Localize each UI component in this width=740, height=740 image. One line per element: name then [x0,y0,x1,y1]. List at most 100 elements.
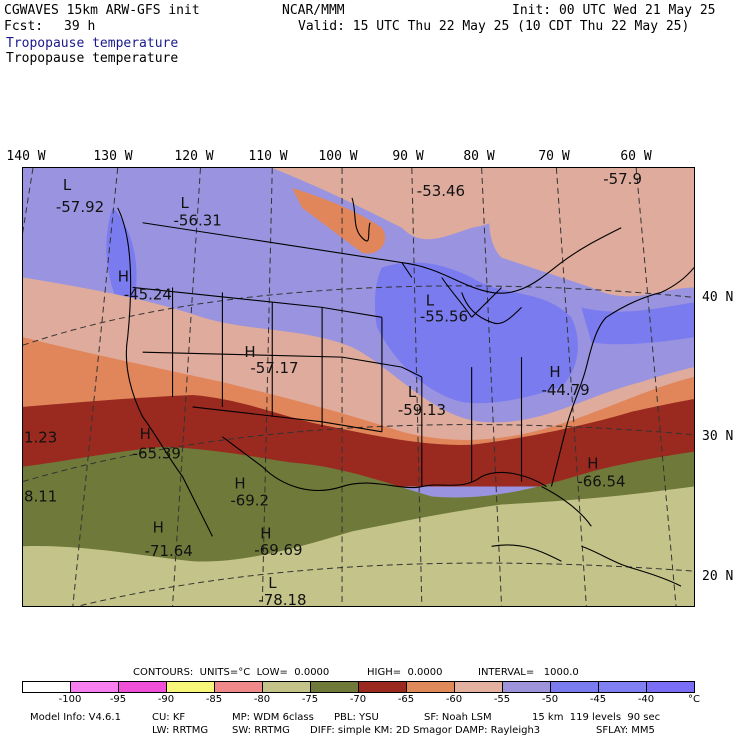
lon-label: 120 W [174,149,214,164]
init-time: Init: 00 UTC Wed 21 May 25 [512,3,716,18]
grid-info: 15 km 119 levels 90 sec [532,712,661,723]
lon-label: 110 W [248,149,288,164]
colorbar-tick: -45 [589,694,607,705]
colorbar-tick: -85 [205,694,223,705]
map-value: -71.64 [145,542,193,560]
lon-label: 140 W [6,149,46,164]
map-marker: H [118,267,129,285]
diff-damp-info: DIFF: simple KM: 2D Smagor DAMP: Rayleig… [310,725,541,736]
colorbar-swatch [598,682,646,692]
colorbar-tick: -100 [58,694,82,705]
map-value: -57.9 [603,170,642,188]
map-marker: H [549,363,560,381]
band-blue-northwest [106,207,137,310]
lat-label: 30 N [702,429,734,444]
colorbar-tick: -60 [445,694,463,705]
band-blue-east [581,302,694,345]
map-marker: L [426,291,435,309]
sflay-scheme: SFLAY: MM5 [596,725,655,736]
map-value: -55.56 [420,307,468,325]
colorbar-swatch [70,682,118,692]
lon-label: 90 W [392,149,424,164]
map-value: -45.24 [124,285,172,303]
model-info: Model Info: V4.6.1 [30,712,121,723]
sw-scheme: SW: RRTMG [232,725,290,736]
map-value: -59.13 [398,401,446,419]
mp-scheme: MP: WDM 6class [232,712,314,723]
map-value: -66.54 [577,473,625,491]
field-title-1: Tropopause temperature [6,36,179,51]
colorbar-unit: °C [688,694,700,705]
tropopause-temperature-map: L -57.92 L -56.31 -53.46 L -57.9 H -45.2… [22,167,695,607]
contours-high: HIGH= 0.0000 [367,667,443,678]
colorbar-swatch [118,682,166,692]
org-label: NCAR/MMM [282,3,345,18]
map-marker: L [181,194,190,212]
colorbar-swatch [406,682,454,692]
map-value: -68.11 [22,487,57,505]
colorbar-swatch [166,682,214,692]
map-marker: H [153,518,164,536]
lw-scheme: LW: RRTMG [152,725,209,736]
cu-scheme: CU: KF [152,712,186,723]
colorbar-swatch [23,682,70,692]
colorbar-tick: -90 [157,694,175,705]
political-boundaries [117,197,694,587]
map-marker: L [408,383,417,401]
colorbar-swatch [646,682,694,692]
colorbar-tick: -70 [349,694,367,705]
map-marker: H [587,455,598,473]
map-value: -65.39 [133,445,181,463]
contours-units: CONTOURS: UNITS=°C LOW= 0.0000 [133,667,330,678]
map-marker: H [140,425,151,443]
colorbar-swatch [310,682,358,692]
pbl-scheme: PBL: YSU [334,712,379,723]
field-title-2: Tropopause temperature [6,51,179,66]
map-value: -57.17 [250,359,298,377]
band-blue-central [374,262,578,404]
lon-label: 130 W [93,149,133,164]
fcst-value: 39 h [64,19,96,34]
valid-time: Valid: 15 UTC Thu 22 May 25 (10 CDT Thu … [298,19,690,34]
colorbar-tick: -95 [109,694,127,705]
map-value: -44.79 [541,381,589,399]
colorbar-swatch [550,682,598,692]
map-value: -56.31 [174,212,222,230]
colorbar-swatch [262,682,310,692]
sf-scheme: SF: Noah LSM [424,712,492,723]
map-value: -69.2 [230,491,269,509]
colorbar-swatch [454,682,502,692]
band-tan-northeast [489,168,694,297]
map-value: -69.69 [254,541,302,559]
map-value: -57.92 [56,198,104,216]
map-value: -61.23 [22,429,57,447]
colorbar-tick: -50 [541,694,559,705]
fcst-label: Fcst: [4,19,44,34]
map-marker: L [268,574,277,592]
colorbar-tick: -40 [637,694,655,705]
lon-label: 80 W [463,149,495,164]
band-tan-north [272,168,542,240]
map-marker: L [63,176,72,194]
contours-interval: INTERVAL= 1000.0 [478,667,579,678]
band-khaki [23,486,694,606]
map-value: -53.46 [417,182,465,200]
colorbar [22,681,695,693]
map-marker: H [234,475,245,493]
lat-label: 20 N [702,569,734,584]
map-value: -78.18 [258,591,306,607]
colorbar-tick: -80 [253,694,271,705]
graticule [23,168,694,606]
colorbar-swatch [358,682,406,692]
lon-label: 60 W [620,149,652,164]
colorbar-tick: -75 [301,694,319,705]
lon-label: 100 W [318,149,358,164]
map-marker: L [618,167,627,172]
model-title: CGWAVES 15km ARW-GFS init [4,3,200,18]
colorbar-swatch [214,682,262,692]
colorbar-tick: -55 [493,694,511,705]
lat-label: 40 N [702,290,734,305]
map-marker: H [260,524,271,542]
lon-label: 70 W [538,149,570,164]
colorbar-tick: -65 [397,694,415,705]
